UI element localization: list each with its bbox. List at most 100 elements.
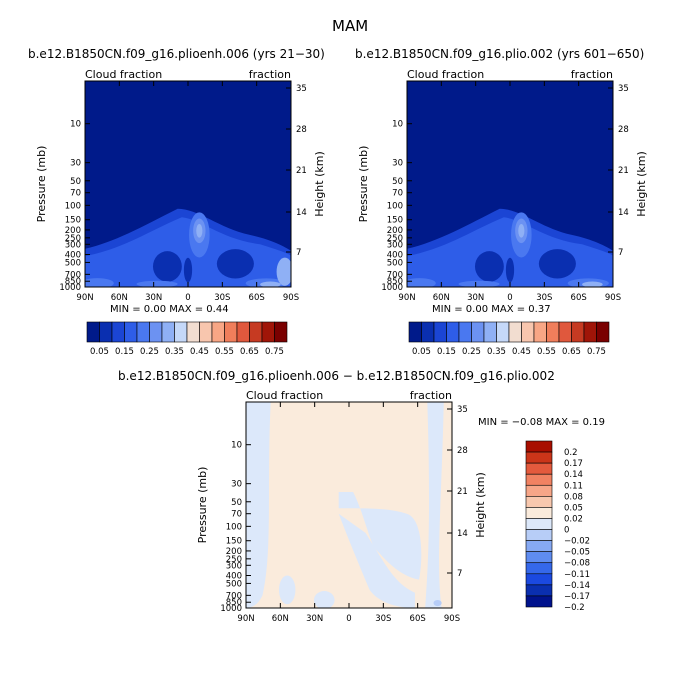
y-tick-label: 30 bbox=[392, 159, 403, 169]
colorbar-box bbox=[508, 321, 522, 343]
y-tick-label: 850 bbox=[226, 598, 242, 608]
y-tick-label: 700 bbox=[65, 270, 81, 280]
colorbar-label: 0.05 bbox=[564, 503, 583, 513]
y2-tick-label: 7 bbox=[618, 248, 623, 258]
field-contour bbox=[518, 223, 525, 238]
colorbar-box bbox=[186, 321, 200, 343]
y-tick-label: 100 bbox=[65, 201, 81, 211]
panel1-stats: MIN = 0.00 MAX = 0.44 bbox=[110, 304, 229, 315]
x-tick-label: 60N bbox=[272, 614, 289, 624]
panel3-right-label: fraction bbox=[410, 389, 452, 402]
y2-tick-label: 21 bbox=[296, 166, 307, 176]
colorbar-box bbox=[86, 321, 100, 343]
panel2-axes bbox=[406, 80, 614, 288]
field-contour bbox=[407, 278, 436, 287]
panel1-left-label: Cloud fraction bbox=[85, 68, 162, 81]
colorbar-box bbox=[483, 321, 497, 343]
colorbar-box bbox=[408, 321, 422, 343]
x-tick-label: 30N bbox=[145, 293, 162, 303]
colorbar-box bbox=[496, 321, 510, 343]
x-tick-label: 30S bbox=[214, 293, 230, 303]
y-axis-label: Pressure (mb) bbox=[357, 146, 370, 223]
colorbar-label: 0.15 bbox=[437, 347, 456, 357]
colorbar-label: 0.25 bbox=[140, 347, 159, 357]
colorbar-label: −0.08 bbox=[564, 559, 590, 569]
y-tick-label: 50 bbox=[392, 177, 403, 187]
x-tick-label: 30N bbox=[467, 293, 484, 303]
panel1-colorbar bbox=[86, 321, 288, 343]
x-tick-label: 90N bbox=[76, 293, 93, 303]
field-contour bbox=[276, 257, 291, 286]
field-contour bbox=[458, 280, 500, 287]
colorbar-label: 0.45 bbox=[512, 347, 531, 357]
colorbar-box bbox=[224, 321, 238, 343]
panel1-field bbox=[85, 81, 291, 287]
y2-tick-label: 28 bbox=[457, 446, 468, 456]
colorbar-box bbox=[583, 321, 597, 343]
colorbar-box bbox=[149, 321, 163, 343]
panel2-left-label: Cloud fraction bbox=[407, 68, 484, 81]
colorbar-label: 0.75 bbox=[265, 347, 284, 357]
y-tick-label: 500 bbox=[65, 258, 81, 268]
field-contour bbox=[260, 281, 281, 287]
y-axis-label: Pressure (mb) bbox=[35, 146, 48, 223]
colorbar-box bbox=[525, 518, 553, 530]
x-tick-label: 0 bbox=[507, 293, 512, 303]
colorbar-box bbox=[433, 321, 447, 343]
panel1-title: b.e12.B1850CN.f09_g16.plioenh.006 (yrs 2… bbox=[28, 47, 325, 61]
field-contour bbox=[538, 249, 576, 279]
y-tick-label: 250 bbox=[226, 555, 242, 565]
y2-tick-label: 35 bbox=[296, 84, 307, 94]
field-contour bbox=[278, 575, 296, 605]
y-tick-label: 500 bbox=[387, 258, 403, 268]
y-tick-label: 70 bbox=[392, 189, 403, 199]
y-tick-label: 200 bbox=[65, 226, 81, 236]
y2-tick-label: 7 bbox=[457, 569, 462, 579]
field-contour bbox=[433, 600, 442, 607]
colorbar-box bbox=[525, 551, 553, 564]
y2-axis-label: Height (km) bbox=[313, 151, 326, 217]
x-tick-label: 60S bbox=[249, 293, 265, 303]
colorbar-label: 0.08 bbox=[564, 492, 583, 502]
panel3-stats: MIN = −0.08 MAX = 0.19 bbox=[478, 417, 605, 428]
panel3-axes bbox=[245, 401, 453, 609]
colorbar-label: 0.55 bbox=[215, 347, 234, 357]
colorbar-label: 0.02 bbox=[564, 514, 583, 524]
x-tick-label: 90N bbox=[237, 614, 254, 624]
colorbar-label: −0.14 bbox=[564, 581, 590, 591]
y2-tick-label: 14 bbox=[618, 208, 629, 218]
colorbar-label: 0.35 bbox=[487, 347, 506, 357]
colorbar-box bbox=[558, 321, 572, 343]
colorbar-box bbox=[136, 321, 150, 343]
colorbar-box bbox=[525, 562, 553, 575]
y-tick-label: 400 bbox=[387, 251, 403, 261]
y-tick-label: 70 bbox=[231, 510, 242, 520]
colorbar-label: 0.45 bbox=[190, 347, 209, 357]
colorbar-box bbox=[261, 321, 275, 343]
y2-tick-label: 21 bbox=[618, 166, 629, 176]
panel3-field bbox=[246, 402, 452, 608]
x-tick-label: 60S bbox=[571, 293, 587, 303]
x-tick-label: 30S bbox=[375, 614, 391, 624]
x-tick-label: 30S bbox=[536, 293, 552, 303]
y-tick-label: 50 bbox=[70, 177, 81, 187]
colorbar-label: −0.02 bbox=[564, 537, 590, 547]
field-contour bbox=[183, 257, 193, 283]
field-contour bbox=[216, 249, 254, 279]
colorbar-box bbox=[525, 540, 553, 552]
field-contour bbox=[338, 492, 422, 580]
colorbar-box bbox=[525, 507, 553, 519]
colorbar-box bbox=[571, 321, 585, 343]
field-contour bbox=[196, 223, 203, 238]
colorbar-box bbox=[525, 451, 553, 464]
colorbar-label: 0.05 bbox=[90, 347, 109, 357]
y-tick-label: 100 bbox=[226, 522, 242, 532]
y-axis-label: Pressure (mb) bbox=[196, 467, 209, 544]
y-tick-label: 30 bbox=[231, 480, 242, 490]
colorbar-box bbox=[525, 496, 553, 508]
field-contour bbox=[246, 402, 271, 608]
field-contour bbox=[474, 251, 504, 282]
colorbar-box bbox=[99, 321, 113, 343]
y2-tick-label: 14 bbox=[296, 208, 307, 218]
